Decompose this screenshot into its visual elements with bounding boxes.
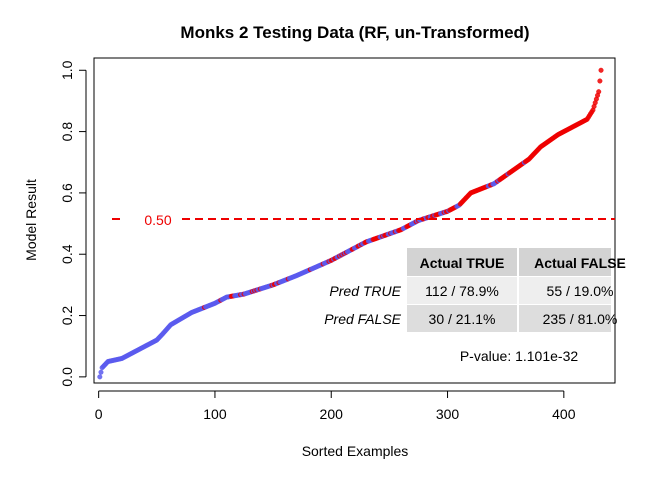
- row-label-pred-true: Pred TRUE: [329, 283, 401, 299]
- row-label-pred-false: Pred FALSE: [324, 311, 401, 327]
- col-header-actual-true: Actual TRUE: [420, 255, 505, 271]
- table-cell: [519, 277, 611, 304]
- table-header-cell: [407, 248, 517, 276]
- y-tick-label: 0.0: [59, 367, 75, 387]
- confusion-table: Actual TRUE Actual FALSE Pred TRUE 112 /…: [324, 248, 626, 332]
- x-tick-label: 200: [320, 406, 344, 422]
- cell-fp: 55 / 19.0%: [547, 283, 614, 299]
- data-point: [598, 67, 604, 73]
- cell-fn: 30 / 21.1%: [429, 311, 496, 327]
- col-header-actual-false: Actual FALSE: [534, 255, 626, 271]
- y-tick-label: 0.8: [59, 122, 75, 142]
- y-tick-label: 0.2: [59, 306, 75, 326]
- table-cell: [519, 305, 611, 332]
- x-axis-label: Sorted Examples: [302, 443, 409, 459]
- x-tick-label: 100: [203, 406, 227, 422]
- cell-tp: 112 / 78.9%: [425, 283, 499, 299]
- threshold-label: 0.50: [144, 212, 171, 228]
- table-cell: [407, 277, 517, 304]
- chart-title: Monks 2 Testing Data (RF, un-Transformed…: [180, 23, 529, 42]
- table-cell: [407, 305, 517, 332]
- y-axis: 0.0 0.2 0.4 0.6 0.8 1.0: [59, 60, 87, 387]
- p-value-text: P-value: 1.101e-32: [460, 348, 579, 364]
- data-point: [98, 369, 104, 375]
- x-axis: 0 100 200 300 400: [95, 390, 576, 422]
- plot-frame: [93, 57, 616, 384]
- data-point: [596, 89, 602, 95]
- x-tick-label: 0: [95, 406, 103, 422]
- table-header-cell: [519, 248, 611, 276]
- data-points: [97, 67, 604, 380]
- y-axis-label: Model Result: [23, 179, 39, 261]
- data-point: [97, 374, 103, 380]
- x-tick-label: 400: [552, 406, 576, 422]
- x-tick-label: 300: [436, 406, 460, 422]
- data-point: [597, 78, 603, 84]
- y-tick-label: 1.0: [59, 60, 75, 80]
- y-tick-label: 0.6: [59, 183, 75, 203]
- cell-tn: 235 / 81.0%: [543, 311, 618, 327]
- y-tick-label: 0.4: [59, 244, 75, 264]
